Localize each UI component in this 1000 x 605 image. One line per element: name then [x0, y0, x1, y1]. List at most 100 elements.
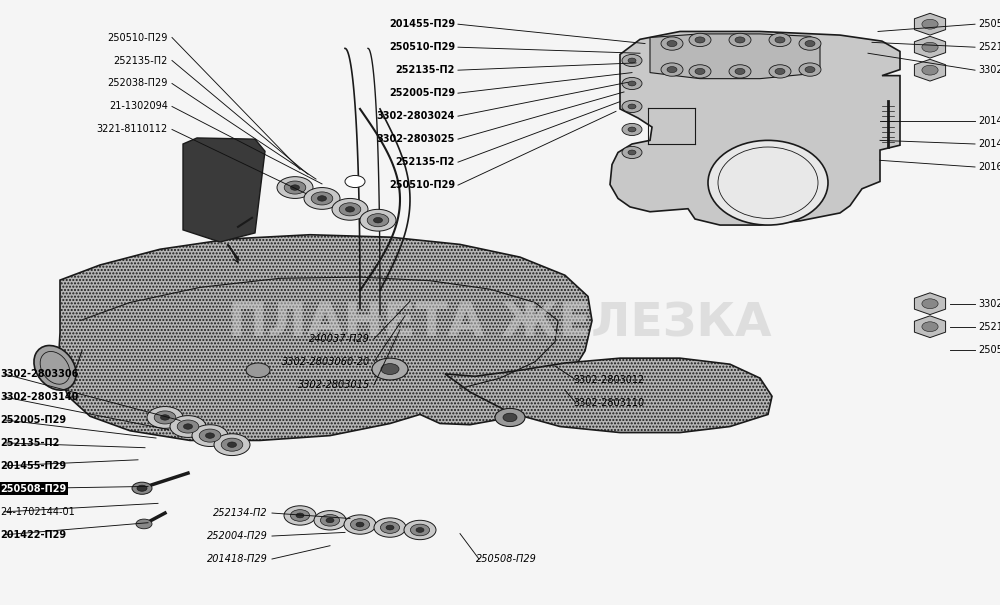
- Text: 250559-П29: 250559-П29: [978, 345, 1000, 355]
- Polygon shape: [650, 34, 820, 79]
- Circle shape: [735, 37, 745, 43]
- Circle shape: [192, 425, 228, 446]
- Text: 250508-П29: 250508-П29: [0, 484, 66, 494]
- Text: 3302-2806026: 3302-2806026: [978, 299, 1000, 309]
- Circle shape: [689, 65, 711, 78]
- Ellipse shape: [34, 345, 76, 390]
- Circle shape: [137, 485, 147, 491]
- Polygon shape: [610, 31, 900, 225]
- Circle shape: [922, 19, 938, 29]
- Circle shape: [729, 65, 751, 78]
- Circle shape: [386, 525, 394, 530]
- Text: 250510-П29: 250510-П29: [108, 33, 168, 42]
- Polygon shape: [914, 13, 946, 35]
- Circle shape: [922, 299, 938, 309]
- Circle shape: [360, 209, 396, 231]
- Circle shape: [769, 65, 791, 78]
- Circle shape: [799, 63, 821, 76]
- Circle shape: [380, 522, 400, 534]
- Circle shape: [922, 322, 938, 332]
- Circle shape: [339, 203, 361, 216]
- Ellipse shape: [708, 140, 828, 225]
- Circle shape: [318, 196, 326, 201]
- Circle shape: [695, 37, 705, 43]
- Text: 3221-8110112: 3221-8110112: [97, 125, 168, 134]
- Circle shape: [367, 214, 389, 227]
- Text: 252005-П29: 252005-П29: [0, 415, 66, 425]
- Circle shape: [667, 67, 677, 73]
- Polygon shape: [58, 235, 592, 440]
- Circle shape: [177, 420, 199, 433]
- Text: 201456-П29: 201456-П29: [978, 116, 1000, 126]
- Circle shape: [147, 407, 183, 428]
- Circle shape: [290, 185, 300, 191]
- Text: 3302-2803060-20: 3302-2803060-20: [282, 357, 370, 367]
- Circle shape: [154, 411, 176, 424]
- Circle shape: [374, 217, 382, 223]
- Circle shape: [622, 100, 642, 113]
- Circle shape: [735, 68, 745, 74]
- Circle shape: [206, 433, 214, 438]
- Circle shape: [628, 127, 636, 132]
- Text: 3302-2803015: 3302-2803015: [298, 380, 370, 390]
- Ellipse shape: [718, 147, 818, 218]
- Text: 252005-П29: 252005-П29: [389, 88, 455, 98]
- Text: 250508-П29: 250508-П29: [476, 554, 537, 564]
- Circle shape: [132, 482, 152, 494]
- Text: 252135-П2: 252135-П2: [0, 438, 59, 448]
- Circle shape: [922, 65, 938, 75]
- Circle shape: [622, 146, 642, 159]
- Circle shape: [503, 413, 517, 422]
- Text: 252004-П29: 252004-П29: [207, 531, 268, 541]
- Circle shape: [344, 515, 376, 534]
- Text: 201422-П29: 201422-П29: [0, 530, 66, 540]
- Circle shape: [345, 175, 365, 188]
- Text: 201455-П29: 201455-П29: [978, 139, 1000, 149]
- Circle shape: [628, 104, 636, 109]
- Text: 201455-П29: 201455-П29: [389, 19, 455, 29]
- Text: 250510-П29: 250510-П29: [389, 42, 455, 52]
- Circle shape: [381, 364, 399, 374]
- Polygon shape: [914, 59, 946, 81]
- Text: 3302-2803025: 3302-2803025: [377, 134, 455, 144]
- Circle shape: [221, 438, 243, 451]
- Circle shape: [805, 41, 815, 47]
- Text: 252135-П2: 252135-П2: [978, 42, 1000, 52]
- Circle shape: [922, 42, 938, 52]
- Circle shape: [296, 513, 304, 518]
- Circle shape: [622, 54, 642, 67]
- Circle shape: [628, 150, 636, 155]
- Circle shape: [622, 77, 642, 90]
- Circle shape: [314, 511, 346, 530]
- Circle shape: [199, 429, 221, 442]
- Circle shape: [170, 416, 206, 437]
- Circle shape: [661, 37, 683, 50]
- Polygon shape: [914, 36, 946, 58]
- Circle shape: [311, 192, 333, 205]
- Circle shape: [356, 522, 364, 527]
- Circle shape: [667, 41, 677, 47]
- Circle shape: [290, 509, 310, 522]
- Circle shape: [769, 33, 791, 47]
- Circle shape: [799, 37, 821, 50]
- Circle shape: [628, 81, 636, 86]
- Circle shape: [326, 518, 334, 523]
- Circle shape: [372, 358, 408, 380]
- Text: 3302-2803306: 3302-2803306: [0, 369, 78, 379]
- Circle shape: [350, 518, 370, 531]
- Circle shape: [729, 33, 751, 47]
- Circle shape: [284, 506, 316, 525]
- Text: 201455-П29: 201455-П29: [0, 461, 66, 471]
- Text: 24-1702144-01: 24-1702144-01: [0, 507, 75, 517]
- Circle shape: [184, 424, 192, 430]
- Circle shape: [661, 63, 683, 76]
- Circle shape: [410, 524, 430, 536]
- Circle shape: [284, 181, 306, 194]
- Polygon shape: [183, 138, 265, 242]
- Circle shape: [214, 434, 250, 456]
- Polygon shape: [914, 293, 946, 315]
- Text: 3302-2803140: 3302-2803140: [0, 392, 78, 402]
- Text: 250510-П29: 250510-П29: [978, 19, 1000, 29]
- Circle shape: [689, 33, 711, 47]
- Text: 240037-П29: 240037-П29: [309, 334, 370, 344]
